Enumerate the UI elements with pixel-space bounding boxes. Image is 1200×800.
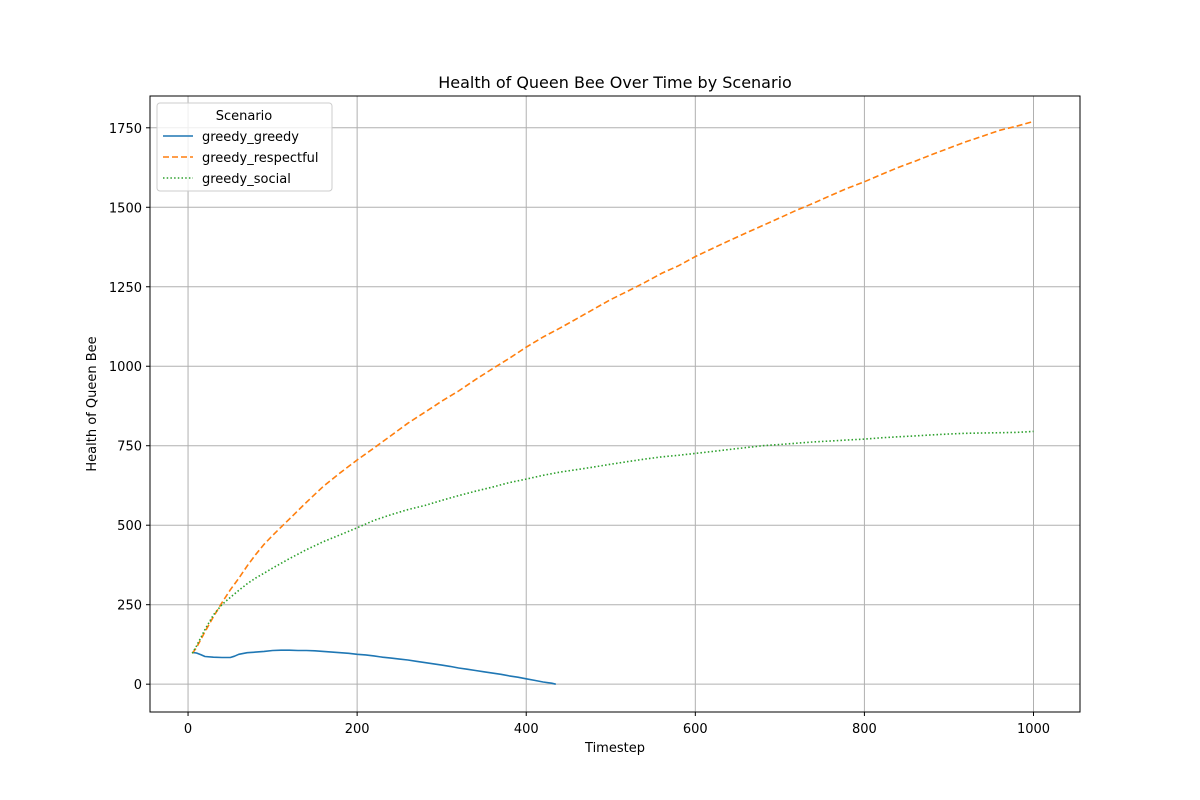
legend-box	[156, 102, 333, 192]
series-layer	[191, 120, 1034, 685]
y-axis: 0 250 500 750 1000 1250 1500 1750	[109, 122, 150, 693]
x-tick-label: 1000	[1017, 722, 1050, 737]
y-tick-label: 1000	[109, 360, 142, 375]
legend-label-greedy-respectful: greedy_respectful	[202, 151, 319, 166]
plot-frame	[149, 95, 1081, 713]
x-tick-label: 200	[345, 722, 370, 737]
x-tick-label: 0	[184, 722, 192, 737]
x-axis-title: Timestep	[584, 741, 645, 756]
chart-title: Health of Queen Bee Over Time by Scenari…	[438, 73, 792, 92]
legend-label-greedy-social: greedy_social	[202, 172, 291, 187]
legend: Scenario greedy_greedygreedy_respectfulg…	[156, 102, 333, 192]
y-tick-label: 1500	[109, 201, 142, 216]
series-line-greedy-social	[191, 430, 1034, 654]
x-tick-label: 600	[683, 722, 708, 737]
y-tick-label: 500	[117, 519, 142, 534]
x-axis: 0 200 400 600 800 1000	[184, 712, 1050, 737]
y-tick-label: 0	[134, 678, 142, 693]
grid-lines	[150, 96, 1080, 712]
legend-title: Scenario	[216, 109, 273, 124]
x-tick-label: 400	[514, 722, 539, 737]
y-tick-label: 1750	[109, 122, 142, 137]
y-axis-title: Health of Queen Bee	[85, 336, 100, 471]
x-tick-label: 800	[852, 722, 877, 737]
legend-label-greedy-greedy: greedy_greedy	[202, 130, 299, 145]
y-tick-label: 1250	[109, 281, 142, 296]
series-line-greedy-greedy	[192, 649, 556, 685]
y-tick-label: 250	[117, 599, 142, 614]
y-tick-label: 750	[117, 440, 142, 455]
legend-entries: greedy_greedy greedy_respectful greedy_soc…	[163, 130, 319, 187]
series-line-greedy-respectful	[191, 120, 1034, 654]
